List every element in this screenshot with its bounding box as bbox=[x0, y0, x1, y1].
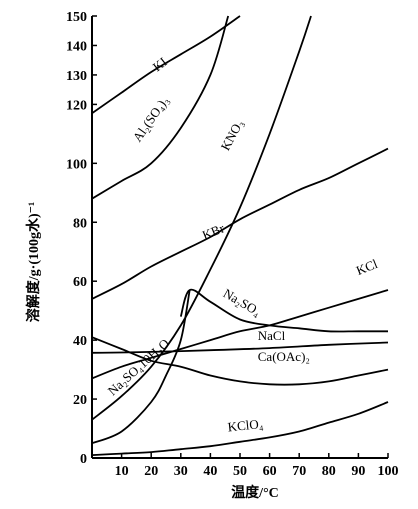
curve-na-so-10h-o bbox=[91, 289, 191, 445]
x-tick-label: 90 bbox=[351, 464, 365, 479]
curve-label-kbr: KBr bbox=[200, 220, 227, 243]
y-tick-label: 80 bbox=[73, 216, 87, 231]
tick-labels: 10 20 30 40 50 60 70 80 90 100 0 20 40 60 80 100 120 130 1… bbox=[66, 10, 399, 479]
axes bbox=[91, 15, 389, 459]
x-tick-label: 70 bbox=[292, 464, 306, 479]
x-tick-label: 20 bbox=[144, 464, 158, 479]
y-tick-label: 150 bbox=[66, 10, 87, 25]
y-tick-label: 20 bbox=[73, 393, 87, 408]
curve-ca-oac bbox=[91, 336, 389, 386]
curve-ki bbox=[91, 15, 241, 114]
x-tick-label: 40 bbox=[203, 464, 217, 479]
curve-label-nacl: NaCl bbox=[258, 328, 286, 343]
curve-label-na-so: Na₂SO₄ bbox=[221, 286, 264, 320]
curve-na-so bbox=[179, 288, 388, 333]
y-tick-label: 140 bbox=[66, 39, 87, 54]
x-tick-label: 50 bbox=[233, 464, 247, 479]
x-tick-label: 10 bbox=[115, 464, 129, 479]
curve-kbr bbox=[91, 147, 389, 300]
x-tick-label: 60 bbox=[263, 464, 277, 479]
y-tick-label: 120 bbox=[66, 98, 87, 113]
curve-al-so bbox=[91, 15, 230, 200]
curve-label-na-so-10h-o: Na₂SO₄10H₂O bbox=[105, 336, 172, 399]
x-tick-label: 80 bbox=[322, 464, 336, 479]
curve-label-kno: KNO₃ bbox=[218, 117, 247, 153]
y-tick-label: 0 bbox=[80, 452, 87, 467]
x-axis-title: 温度/°C bbox=[231, 484, 279, 501]
y-tick-label: 40 bbox=[73, 334, 87, 349]
curve-nacl bbox=[91, 341, 389, 354]
y-tick-label: 130 bbox=[66, 69, 87, 84]
x-tick-label: 30 bbox=[174, 464, 188, 479]
curves bbox=[91, 15, 389, 456]
x-tick-label: 100 bbox=[378, 464, 399, 479]
y-axis-title: 溶解度/g·(100g水)⁻¹ bbox=[25, 202, 42, 322]
y-tick-label: 100 bbox=[66, 157, 87, 172]
curve-kno bbox=[91, 15, 312, 421]
curve-label-kclo: KClO₄ bbox=[227, 416, 264, 435]
curve-kclo bbox=[91, 401, 389, 456]
curve-label-ca-oac: Ca(OAc)₂ bbox=[258, 349, 310, 364]
curve-label-al-so: Al₂(SO₄)₃ bbox=[130, 93, 172, 144]
curve-kcl bbox=[91, 289, 389, 380]
curve-label-kcl: KCl bbox=[354, 256, 380, 278]
y-tick-label: 60 bbox=[73, 275, 87, 290]
